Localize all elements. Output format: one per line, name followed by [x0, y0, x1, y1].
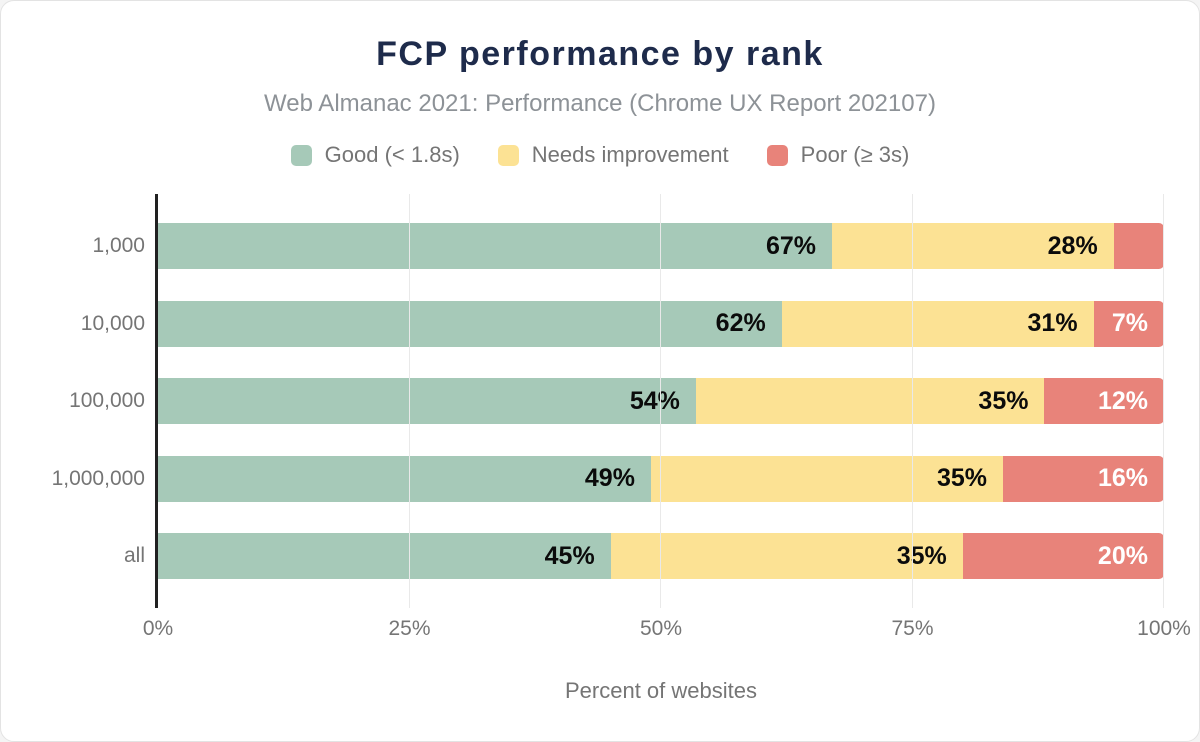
- bar-segment-good[interactable]: 45%: [158, 533, 611, 579]
- x-tick-label: 50%: [639, 617, 683, 640]
- bar-segment-poor[interactable]: 12%: [1044, 378, 1164, 424]
- gridline-25: [408, 194, 410, 608]
- segment-value-label: 35%: [978, 386, 1029, 415]
- legend-swatch-poor-icon: [766, 144, 788, 166]
- gridline-100: [1163, 194, 1164, 608]
- bar-segment-needs-improvement[interactable]: 35%: [650, 455, 1004, 502]
- bar-segment-good[interactable]: 62%: [158, 300, 782, 347]
- x-axis-title: Percent of websites: [565, 678, 757, 703]
- segment-value-label: 12%: [1097, 386, 1148, 415]
- segment-value-label: 35%: [936, 464, 988, 492]
- y-axis-label: 10,000: [80, 311, 145, 335]
- bar-segment-poor[interactable]: [1113, 223, 1164, 269]
- segment-value-label: 20%: [1097, 541, 1148, 570]
- legend-label-needs-improvement: Needs improvement: [531, 142, 729, 167]
- x-tick-label: 75%: [891, 617, 934, 640]
- x-tick-label: 25%: [388, 617, 431, 640]
- legend-swatch-good-icon: [290, 144, 312, 166]
- segment-value-label: 28%: [1047, 231, 1098, 260]
- gridline-50: [660, 194, 661, 608]
- bar-segment-needs-improvement[interactable]: 35%: [610, 533, 963, 579]
- y-axis-label: 1,000: [92, 234, 145, 257]
- x-axis-ticks: 0% 25% 50% 75% 100%: [143, 617, 1191, 643]
- bar-row: 10,000 62% 31% 7%: [81, 300, 1164, 347]
- y-axis-line: [155, 194, 158, 608]
- bar-segment-needs-improvement[interactable]: 35%: [695, 378, 1045, 424]
- plot-area: 1,000 67% 28% 10,000 62% 31% 7% 100,000 54% 35% 12…: [52, 194, 1164, 608]
- chart-title: FCP performance by rank: [376, 35, 824, 73]
- bar-row: 1,000,000 49% 35% 16%: [52, 455, 1164, 502]
- x-tick-label: 0%: [142, 617, 174, 640]
- segment-value-label: 67%: [765, 231, 817, 260]
- bar-segment-good[interactable]: 67%: [158, 223, 833, 269]
- bar-segment-good[interactable]: 49%: [158, 455, 651, 502]
- bar-segment-poor[interactable]: 16%: [1003, 455, 1164, 502]
- segment-value-label: 7%: [1111, 309, 1148, 337]
- legend-label-poor: Poor (≥ 3s): [800, 142, 910, 167]
- y-axis-label: 1,000,000: [51, 466, 145, 490]
- segment-value-label: 62%: [715, 309, 766, 337]
- segment-value-label: 49%: [584, 464, 635, 492]
- bar-segment-needs-improvement[interactable]: 28%: [832, 223, 1114, 269]
- bar-segment-poor[interactable]: 20%: [962, 533, 1164, 579]
- legend-item-poor: Poor (≥ 3s): [766, 142, 910, 168]
- bar-row: 1,000 67% 28%: [92, 223, 1164, 269]
- segment-value-label: 54%: [629, 386, 680, 415]
- segment-value-label: 31%: [1027, 309, 1078, 337]
- bar-segment-good[interactable]: 54%: [158, 378, 696, 424]
- bar-row: all 45% 35% 20%: [124, 533, 1164, 579]
- bar-segment-needs-improvement[interactable]: 31%: [781, 300, 1094, 347]
- segment-value-label: 45%: [544, 541, 595, 570]
- legend-item-needs-improvement: Needs improvement: [497, 142, 729, 168]
- gridline-75: [911, 194, 913, 608]
- legend: Good (< 1.8s) Needs improvement Poor (≥ …: [1, 142, 1199, 168]
- legend-item-good: Good (< 1.8s): [290, 142, 460, 168]
- segment-value-label: 16%: [1097, 464, 1148, 492]
- y-axis-label: 100,000: [69, 389, 145, 412]
- y-axis-label: all: [123, 544, 145, 567]
- legend-swatch-needs-improvement-icon: [497, 144, 519, 166]
- chart-subtitle: Web Almanac 2021: Performance (Chrome UX…: [264, 90, 936, 117]
- bar-segment-poor[interactable]: 7%: [1093, 300, 1164, 347]
- legend-label-good: Good (< 1.8s): [324, 142, 460, 167]
- bar-rows: 1,000 67% 28% 10,000 62% 31% 7% 100,000 54% 35% 12…: [52, 194, 1164, 608]
- x-tick-label: 100%: [1137, 617, 1191, 640]
- bar-row: 100,000 54% 35% 12%: [69, 378, 1164, 424]
- segment-value-label: 35%: [896, 541, 947, 570]
